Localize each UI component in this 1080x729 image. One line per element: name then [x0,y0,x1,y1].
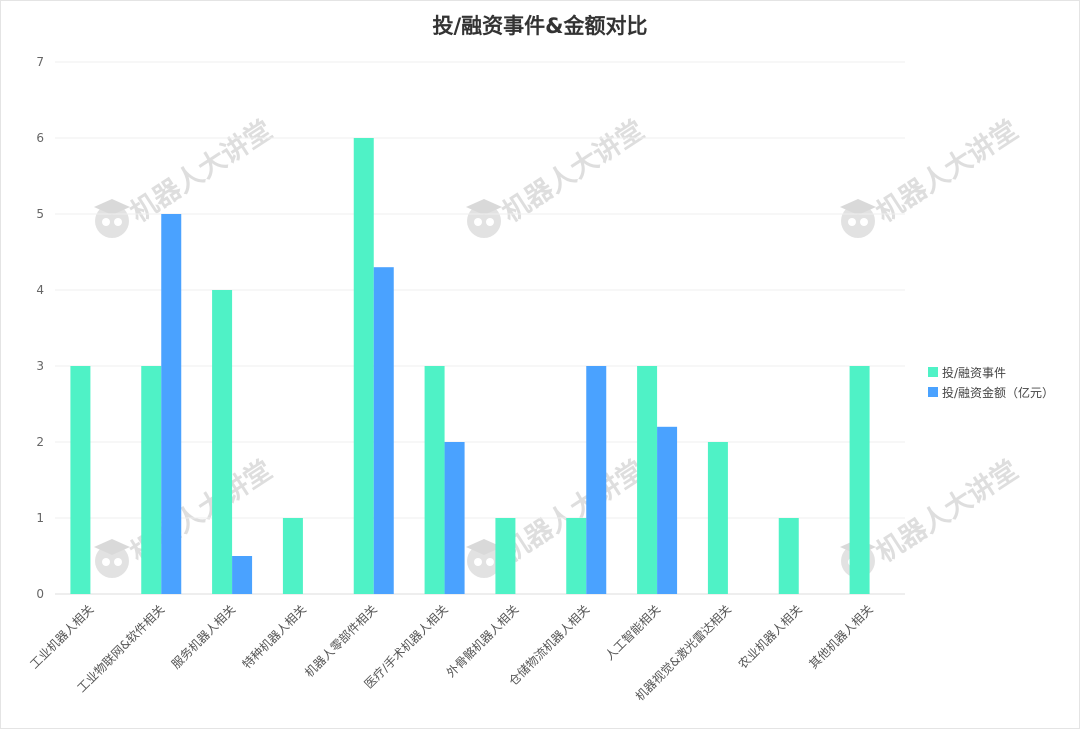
watermark-eye-icon [114,218,122,226]
watermark-text: 机器人大讲堂 [125,115,278,229]
watermark-cap-icon [840,199,876,215]
watermark-logo-icon [467,544,501,578]
legend-label: 投/融资事件 [942,365,1006,380]
watermark-eye-icon [102,218,110,226]
bar-events [282,518,303,594]
x-tick-label: 服务机器人相关 [168,602,238,672]
watermark-eye-icon [848,218,856,226]
watermark-logo-icon [467,204,501,238]
legend-label: 投/融资金额（亿元） [942,385,1054,400]
x-tick-label: 农业机器人相关 [736,602,805,671]
bar-events [141,366,162,594]
x-tick-label: 特种机器人相关 [239,602,309,672]
bar-events [424,366,445,594]
bar-events [495,518,516,594]
watermark-5: 机器人大讲堂 [466,455,650,578]
bar-amount [161,214,182,594]
watermark-text: 机器人大讲堂 [497,115,650,229]
y-tick-label: 6 [36,131,44,145]
watermark-2: 机器人大讲堂 [466,115,650,238]
bar-amount [373,267,394,594]
y-tick-label: 0 [36,587,44,601]
watermark-eye-icon [114,558,122,566]
bar-events [353,138,374,594]
x-tick-label: 机器人零部件相关 [301,602,379,680]
watermark-logo-icon [841,204,875,238]
y-tick-label: 5 [36,207,44,221]
watermark-eye-icon [486,218,494,226]
x-tick-label: 工业机器人相关 [27,602,96,671]
bar-amount [657,426,678,594]
watermark-eye-icon [474,218,482,226]
watermark-eye-icon [860,218,868,226]
bar-events [637,366,658,594]
bar-amount [444,442,465,594]
y-tick-label: 1 [36,511,44,525]
y-tick-label: 7 [36,55,44,69]
bar-events [707,442,728,594]
watermark-text: 机器人大讲堂 [871,115,1024,229]
watermark-3: 机器人大讲堂 [840,115,1024,238]
y-tick-label: 3 [36,359,44,373]
watermark-eye-icon [474,558,482,566]
legend-swatch [928,387,938,397]
watermark-eye-icon [486,558,494,566]
x-tick-label: 其他机器人相关 [806,602,875,671]
x-tick-label: 人工智能相关 [602,602,664,664]
bar-amount [232,556,253,594]
watermark-cap-icon [94,539,130,555]
watermark-eye-icon [102,558,110,566]
watermark-logo-icon [95,204,129,238]
bar-events [849,366,870,594]
watermark-cap-icon [466,539,502,555]
bar-events [566,518,587,594]
y-tick-label: 2 [36,435,44,449]
bar-events [778,518,799,594]
bar-events [70,366,91,594]
watermark-cap-icon [94,199,130,215]
bar-amount [586,366,607,594]
watermark-logo-icon [95,544,129,578]
chart-title: 投/融资事件&金额对比 [432,14,648,38]
y-tick-label: 4 [36,283,44,297]
watermark-text: 机器人大讲堂 [871,455,1024,569]
x-tick-label: 外骨骼机器人相关 [443,602,521,680]
watermark-1: 机器人大讲堂 [94,115,278,238]
bar-events [212,290,233,594]
watermark-cap-icon [466,199,502,215]
legend-swatch [928,367,938,377]
